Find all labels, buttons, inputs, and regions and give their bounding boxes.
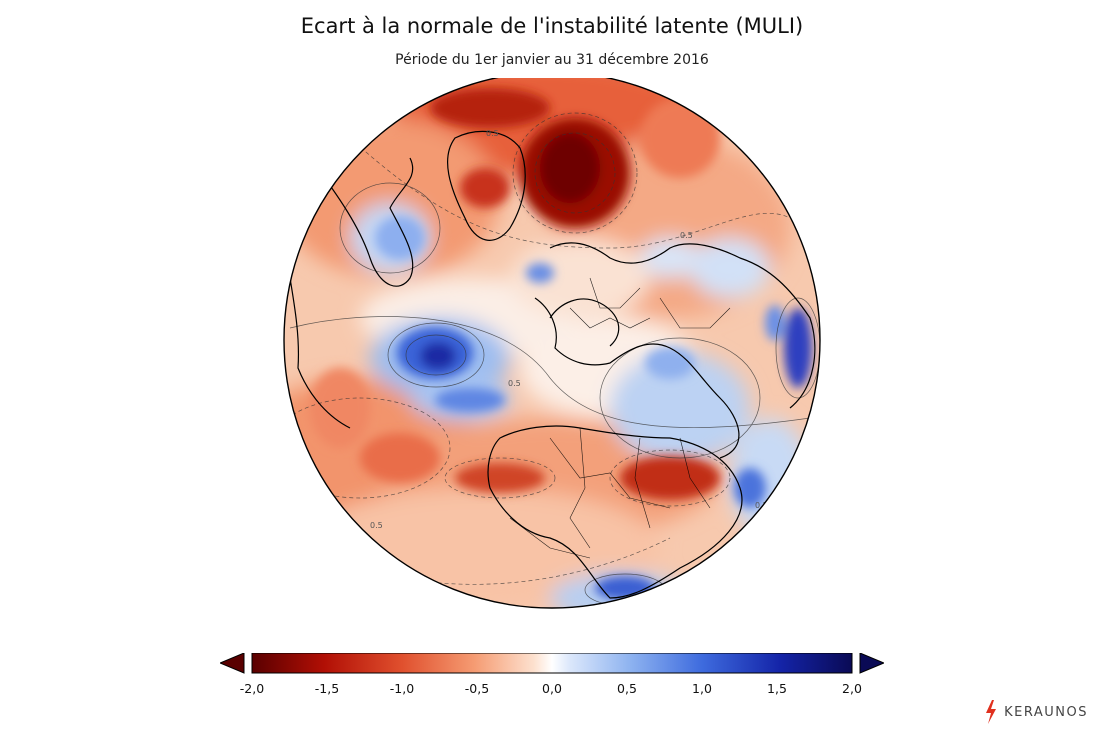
- border-line: [569, 427, 591, 549]
- hotspot: [455, 463, 545, 493]
- colorbar-tick: -1,5: [314, 681, 340, 696]
- colorbar-tick: 1,5: [767, 681, 787, 696]
- border-line: [509, 517, 591, 559]
- coldspot: [435, 388, 505, 412]
- border-line: [634, 437, 651, 529]
- contour-line: [609, 449, 731, 507]
- contour-line: [512, 112, 638, 234]
- coldspot: [375, 216, 425, 260]
- hotspot: [360, 433, 440, 483]
- cool-area: [640, 238, 700, 278]
- colorbar-gradient: [251, 653, 853, 674]
- neutral-area: [510, 238, 650, 318]
- contour-line: [349, 137, 791, 249]
- hotspot: [460, 168, 510, 208]
- coldspot: [765, 305, 785, 341]
- contour-line: [289, 316, 811, 428]
- coastline: [549, 242, 816, 409]
- contour-line: [387, 322, 485, 388]
- lightning-icon: [986, 700, 997, 724]
- colorbar-tick: 0,0: [542, 681, 562, 696]
- hotspot: [620, 456, 720, 500]
- brand-name: KERAUNOS: [1004, 704, 1088, 720]
- colorbar-tick: -1,0: [389, 681, 415, 696]
- contour-line: [405, 334, 467, 376]
- hotspot: [640, 98, 720, 178]
- colorbar-extend-max: [859, 653, 884, 674]
- coastline: [447, 130, 526, 241]
- coldspot: [784, 308, 812, 388]
- coastline: [309, 157, 414, 287]
- globe-outline: [283, 78, 821, 609]
- contour-line: [339, 182, 441, 274]
- colorbar-tick: -0,5: [464, 681, 490, 696]
- border-line: [679, 437, 711, 509]
- border-line: [569, 307, 651, 329]
- colorbar: [220, 653, 884, 674]
- colorbar-tick: -2,0: [239, 681, 265, 696]
- contour-label: 0.5: [508, 379, 521, 388]
- colorbar-tick: 2,0: [842, 681, 862, 696]
- colorbar-extend-min: [220, 653, 245, 674]
- coastline: [534, 297, 740, 459]
- contour-line: [284, 397, 451, 499]
- coastline: [289, 277, 351, 429]
- coldspot: [526, 263, 554, 283]
- contour-label: 0.5: [486, 129, 499, 138]
- contour-label: 0.5: [370, 521, 383, 530]
- cool-area: [690, 238, 770, 298]
- hotspot: [540, 133, 600, 203]
- contour-line: [775, 297, 820, 399]
- border-line: [549, 437, 671, 509]
- coldspot: [645, 347, 695, 379]
- border-line: [589, 277, 641, 309]
- colorbar-tick: 0,5: [617, 681, 637, 696]
- contour-line: [534, 132, 616, 214]
- contour-label: 0.5: [680, 231, 693, 240]
- map-subtitle: Période du 1er janvier au 31 décembre 20…: [395, 52, 709, 68]
- contour-label: 0.5: [755, 501, 768, 510]
- contour-line: [599, 337, 761, 459]
- cool-area: [610, 353, 750, 463]
- border-line: [659, 297, 731, 329]
- keraunos-logo: KERAUNOS: [984, 700, 1088, 724]
- globe-map: 0.5 0.5 0.5 0.5 0.5: [283, 78, 821, 609]
- coldspot: [420, 342, 456, 370]
- hotspot: [310, 368, 370, 448]
- hotspot: [430, 88, 550, 128]
- colorbar-tick: 1,0: [692, 681, 712, 696]
- contour-line: [444, 457, 556, 499]
- coastline: [549, 298, 620, 347]
- coastline: [487, 425, 743, 599]
- map-title: Ecart à la normale de l'instabilité late…: [300, 14, 804, 38]
